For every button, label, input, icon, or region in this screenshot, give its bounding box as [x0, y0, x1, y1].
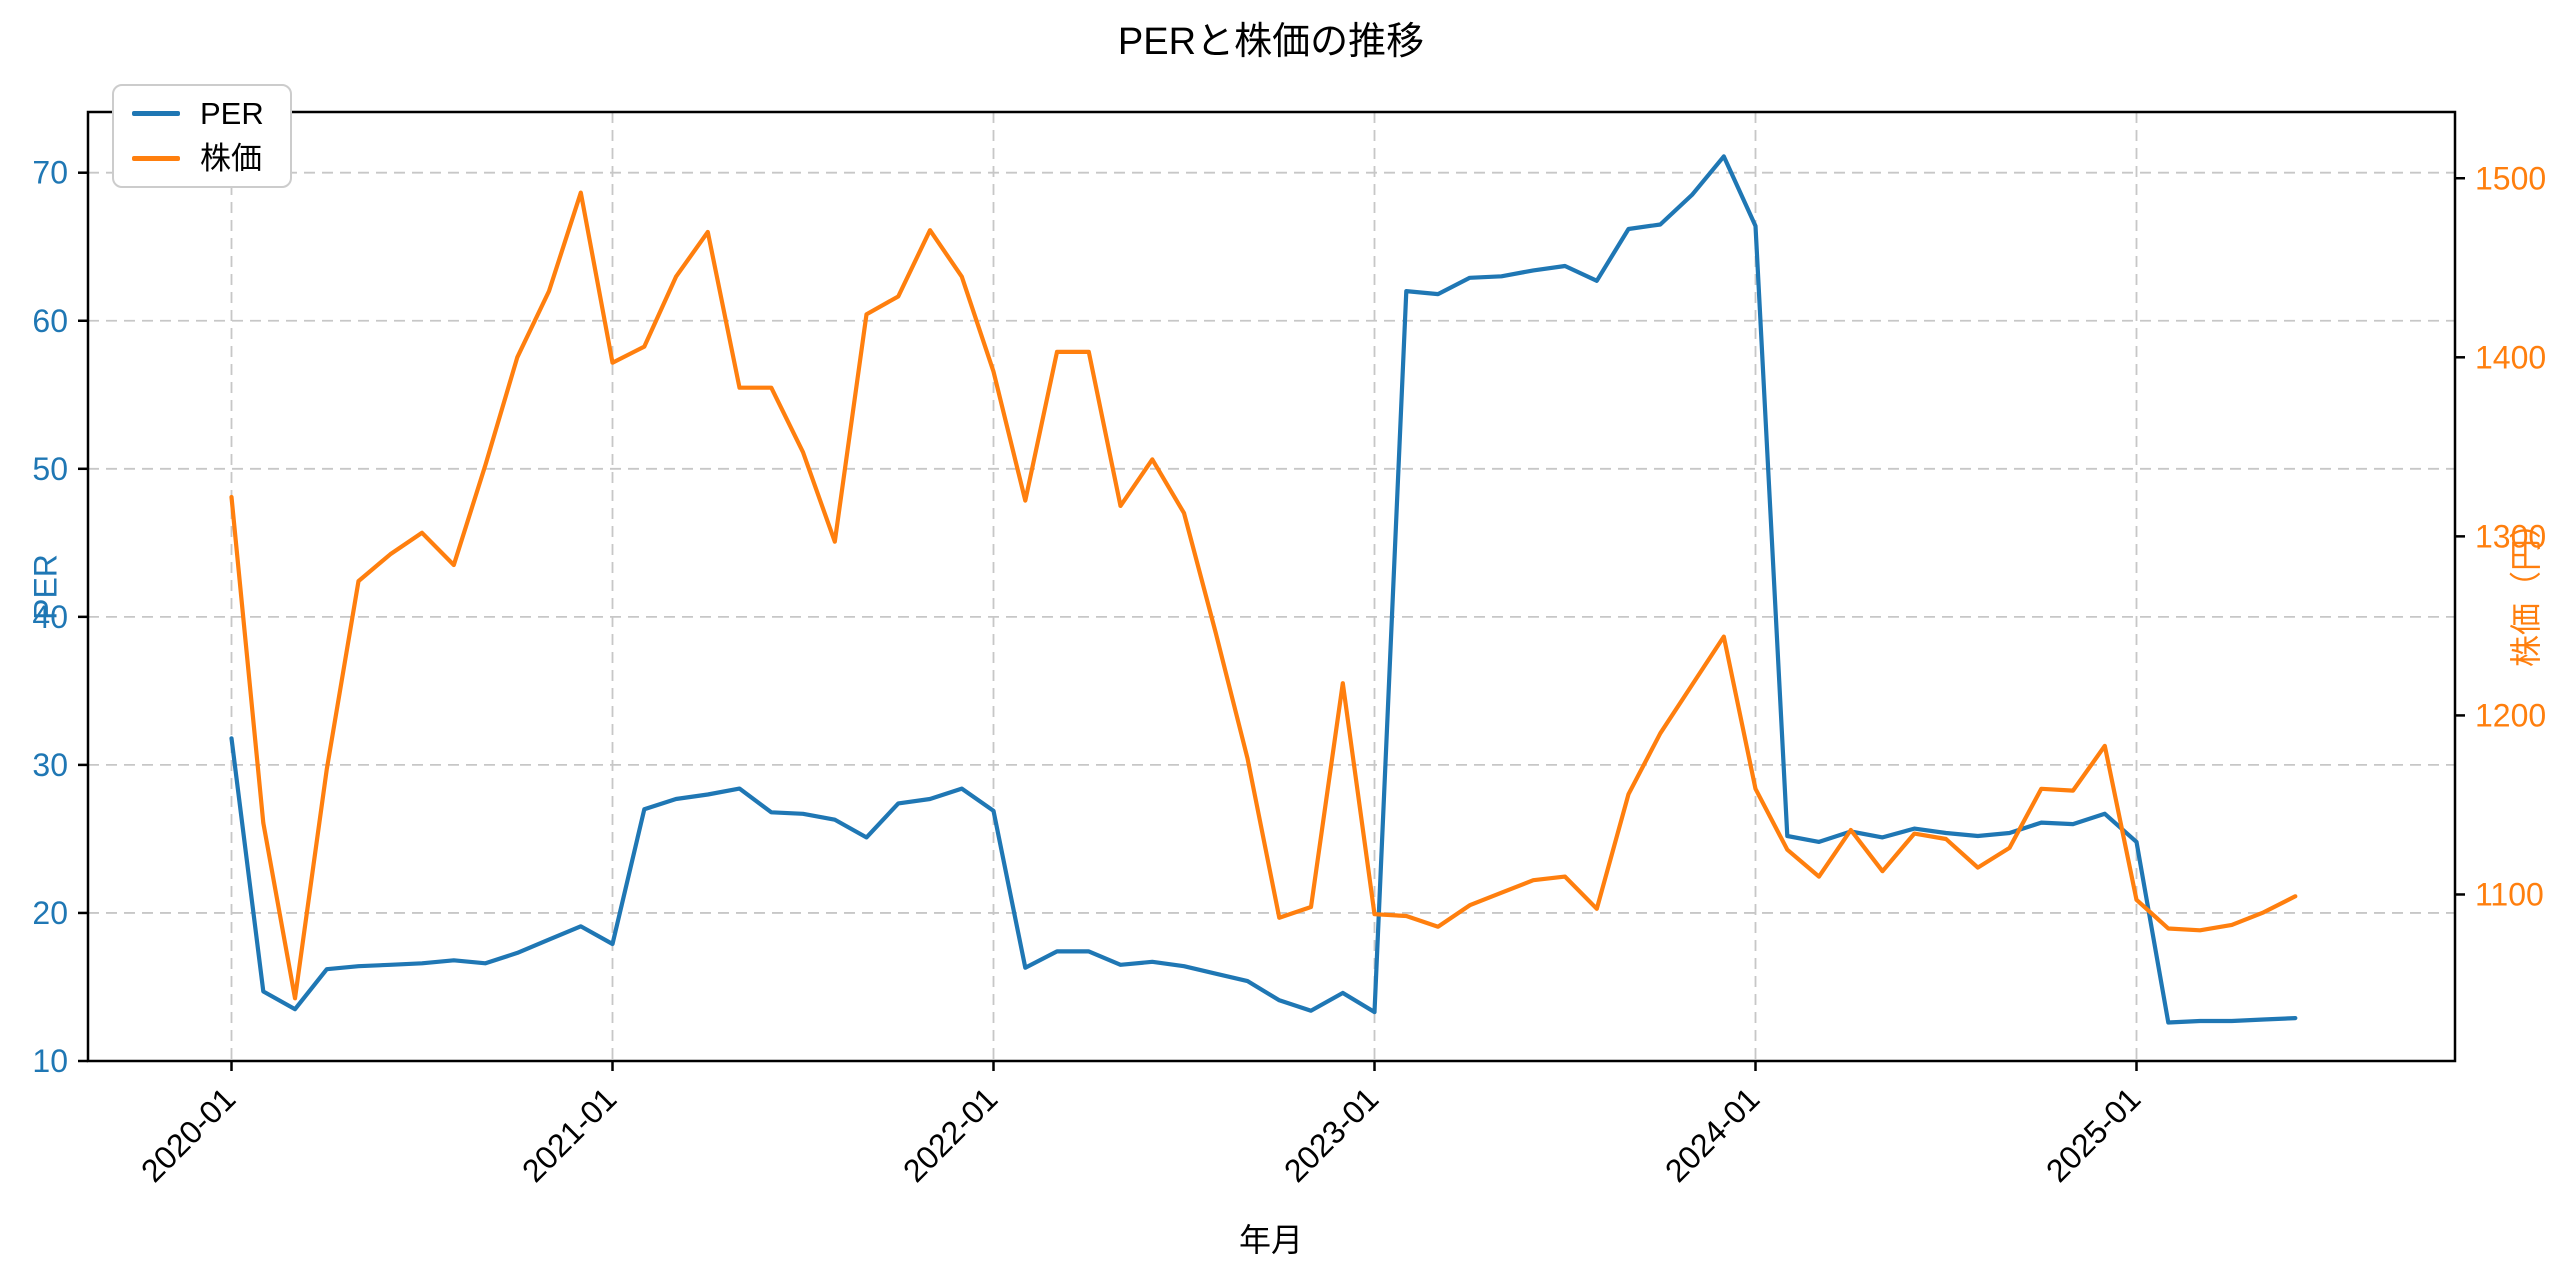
- x-axis-label: 年月: [1238, 1222, 1304, 1258]
- chart-title: PERと株価の推移: [1117, 21, 1425, 63]
- per-line-swatch: [132, 111, 180, 116]
- legend-item-per: PER: [132, 98, 264, 129]
- x-tick-label: 2021-01: [515, 1080, 623, 1188]
- kabuka-line-swatch: [132, 156, 180, 161]
- x-tick-label: 2023-01: [1277, 1080, 1385, 1188]
- x-tick-label: 2024-01: [1658, 1080, 1766, 1188]
- per-line: [229, 154, 2298, 1025]
- legend: PER 株価: [112, 84, 292, 188]
- right-tick-label: 1400: [2475, 339, 2546, 375]
- y-axis-label-left: PER: [27, 554, 64, 620]
- left-tick-label: 30: [32, 747, 68, 783]
- legend-label-per: PER: [200, 96, 264, 131]
- plot-border: [86, 110, 2457, 1063]
- left-tick-label: 10: [32, 1043, 68, 1079]
- left-tick-label: 20: [32, 895, 68, 931]
- left-tick-label: 60: [32, 303, 68, 339]
- right-tick-label: 1200: [2475, 697, 2546, 733]
- left-tick-label: 70: [32, 155, 68, 191]
- x-tick-label: 2025-01: [2039, 1080, 2147, 1188]
- x-tick-label: 2020-01: [134, 1080, 242, 1188]
- left-tick-label: 40: [32, 599, 68, 635]
- x-tick-label: 2022-01: [896, 1080, 1004, 1188]
- right-tick-label: 1100: [2475, 876, 2544, 912]
- legend-label-kabuka: 株価: [200, 141, 262, 176]
- legend-item-kabuka: 株価: [132, 143, 264, 174]
- right-tick-label: 1300: [2475, 518, 2546, 554]
- right-tick-label: 1500: [2475, 160, 2546, 196]
- kabuka-line: [229, 190, 2298, 1001]
- left-tick-label: 50: [32, 451, 68, 487]
- y-axis-label-right: 株価（円）: [2508, 506, 2544, 668]
